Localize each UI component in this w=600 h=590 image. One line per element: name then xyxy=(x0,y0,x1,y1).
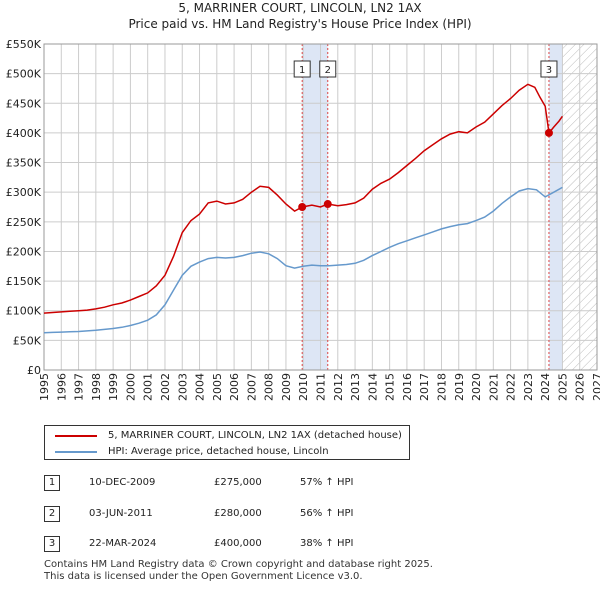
x-tick-label: 2011 xyxy=(315,373,328,401)
transaction-price: £280,000 xyxy=(214,508,262,519)
legend-hpi-label: HPI: Average price, detached house, Linc… xyxy=(108,446,329,457)
x-tick-label: 2016 xyxy=(401,373,414,401)
transaction-label-text: 2 xyxy=(325,65,331,76)
x-tick-label: 2023 xyxy=(522,373,535,401)
x-tick-label: 2009 xyxy=(280,373,293,401)
x-tick-label: 2002 xyxy=(159,373,172,401)
y-tick-label: £150K xyxy=(6,275,42,288)
x-tick-label: 2007 xyxy=(245,373,258,401)
x-tick-label: 2015 xyxy=(384,373,397,401)
transaction-point xyxy=(323,200,332,209)
shaded-range-2 xyxy=(548,44,563,370)
x-tick-label: 2000 xyxy=(124,373,137,401)
transaction-hpi: 57% ↑ HPI xyxy=(300,477,354,488)
y-tick-label: £500K xyxy=(6,68,42,81)
transaction-date: 03-JUN-2011 xyxy=(89,508,153,519)
x-tick-label: 2012 xyxy=(332,373,345,401)
x-tick-label: 2026 xyxy=(574,373,587,401)
x-tick-label: 1997 xyxy=(73,373,86,401)
y-tick-label: £300K xyxy=(6,186,42,199)
x-tick-label: 2014 xyxy=(366,373,379,401)
y-tick-label: £100K xyxy=(6,305,42,318)
y-tick-label: £0 xyxy=(27,364,41,377)
legend: 5, MARRINER COURT, LINCOLN, LN2 1AX (det… xyxy=(44,425,410,460)
y-tick-label: £450K xyxy=(6,97,42,110)
chart-title-line2: Price paid vs. HM Land Registry's House … xyxy=(128,17,471,31)
y-tick-label: £50K xyxy=(13,334,42,347)
x-tick-label: 1998 xyxy=(90,373,103,401)
transaction-date: 10-DEC-2009 xyxy=(89,477,156,488)
x-tick-label: 1996 xyxy=(55,373,68,401)
x-tick-label: 2022 xyxy=(505,373,518,401)
x-tick-label: 2021 xyxy=(487,373,500,401)
y-tick-label: £200K xyxy=(6,245,42,258)
x-tick-label: 1995 xyxy=(38,373,51,401)
x-tick-label: 2013 xyxy=(349,373,362,401)
x-tick-label: 2006 xyxy=(228,373,241,401)
transaction-point xyxy=(544,128,553,137)
footer-line1: Contains HM Land Registry data © Crown c… xyxy=(44,559,433,570)
x-tick-label: 2008 xyxy=(263,373,276,401)
transaction-number: 1 xyxy=(44,475,60,491)
transaction-number: 3 xyxy=(44,536,60,552)
transaction-price: £400,000 xyxy=(214,538,262,549)
x-tick-label: 2018 xyxy=(435,373,448,401)
transaction-label-text: 3 xyxy=(546,65,552,76)
series-line-hpi xyxy=(43,186,563,334)
x-tick-label: 2003 xyxy=(176,373,189,401)
transaction-price: £275,000 xyxy=(214,477,262,488)
shaded-range-1 xyxy=(302,44,328,370)
legend-hpi-swatch xyxy=(55,451,97,453)
transaction-label-box xyxy=(293,60,311,78)
y-tick-label: £350K xyxy=(6,157,42,170)
x-tick-label: 2017 xyxy=(418,373,431,401)
x-tick-label: 2027 xyxy=(591,373,600,401)
plot-frame xyxy=(43,43,598,371)
legend-property-label: 5, MARRINER COURT, LINCOLN, LN2 1AX (det… xyxy=(108,430,402,441)
y-tick-label: £400K xyxy=(6,127,42,140)
x-tick-label: 2019 xyxy=(453,373,466,401)
x-tick-label: 2001 xyxy=(142,373,155,401)
x-tick-label: 1999 xyxy=(107,373,120,401)
y-tick-label: £250K xyxy=(6,216,42,229)
transaction-label-box xyxy=(540,60,558,78)
legend-property-swatch xyxy=(55,435,97,437)
transaction-hpi: 38% ↑ HPI xyxy=(300,538,354,549)
transaction-point xyxy=(298,203,307,211)
transaction-number: 2 xyxy=(44,506,60,522)
transaction-label-box xyxy=(319,60,337,78)
y-tick-label: £550K xyxy=(6,38,42,51)
x-tick-label: 2005 xyxy=(211,373,224,401)
x-tick-label: 2024 xyxy=(539,373,552,401)
transaction-date: 22-MAR-2024 xyxy=(89,538,157,549)
transaction-label-text: 1 xyxy=(299,65,305,76)
transaction-hpi: 56% ↑ HPI xyxy=(300,508,354,519)
x-tick-label: 2020 xyxy=(470,373,483,401)
footer: Contains HM Land Registry data © Crown c… xyxy=(44,559,433,583)
footer-line2: This data is licensed under the Open Gov… xyxy=(44,571,363,582)
x-tick-label: 2004 xyxy=(194,373,207,401)
x-tick-label: 2010 xyxy=(297,373,310,401)
series-line-property xyxy=(43,83,564,314)
x-tick-label: 2025 xyxy=(556,373,569,401)
chart-title-line1: 5, MARRINER COURT, LINCOLN, LN2 1AX xyxy=(178,1,421,15)
